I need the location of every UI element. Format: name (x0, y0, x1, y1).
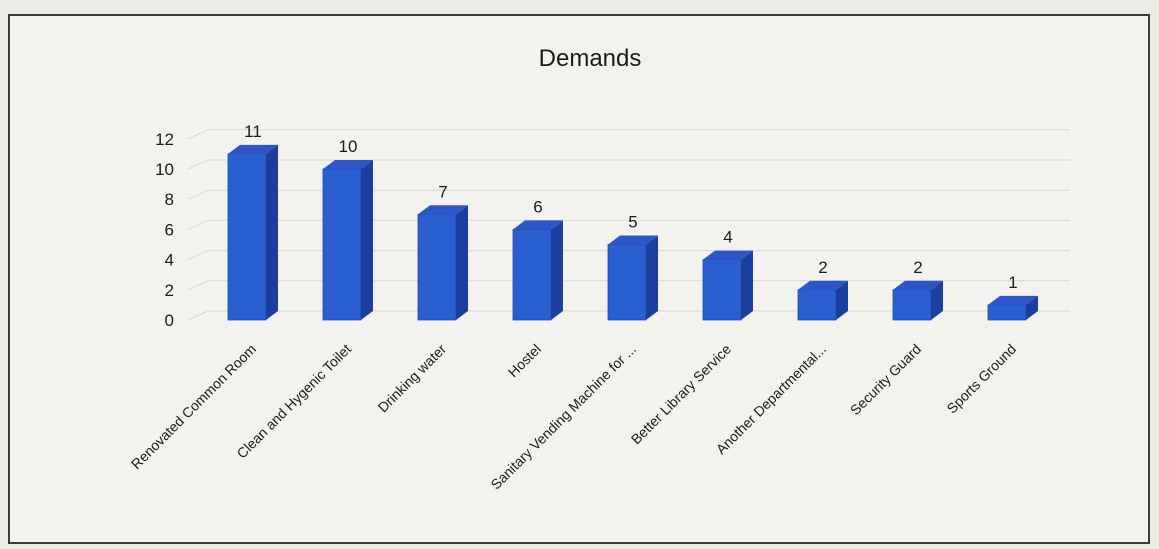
y-tick-label: 6 (165, 220, 174, 239)
data-label: 1 (1008, 273, 1017, 292)
category-label: Hostel (505, 341, 544, 380)
bar (797, 280, 848, 321)
y-tick-label: 2 (165, 281, 174, 300)
category-label: Sports Ground (943, 341, 1019, 417)
y-tick-label: 0 (165, 311, 174, 330)
data-labels: 11 10 7 6 5 4 2 2 1 (244, 122, 1018, 292)
data-label: 4 (723, 228, 732, 247)
data-label: 10 (339, 137, 358, 156)
bar (417, 205, 468, 321)
category-label: Security Guard (847, 341, 924, 418)
gridline (187, 189, 1070, 200)
data-label: 2 (913, 258, 922, 277)
y-tick-label: 12 (155, 130, 174, 149)
gridlines (187, 129, 1070, 321)
bars (227, 144, 1038, 321)
category-label: Another Departmental... (713, 341, 829, 457)
gridline (187, 159, 1070, 170)
y-tick-label: 10 (155, 160, 174, 179)
bar (892, 280, 943, 321)
chart-title: Demands (539, 45, 642, 72)
bar (987, 295, 1038, 321)
bar (227, 144, 278, 321)
y-axis-ticks: 0 2 4 6 8 10 12 (155, 130, 174, 330)
data-label: 11 (244, 122, 262, 141)
y-tick-label: 4 (165, 251, 174, 270)
category-label: Drinking water (375, 341, 450, 416)
gridline (187, 310, 1070, 321)
bar (702, 250, 753, 321)
bar (322, 160, 373, 321)
data-label: 5 (628, 213, 637, 232)
bar-chart: Demands 0 2 4 6 8 10 12 11 10 7 6 5 4 2 2 1 Renovated … (128, 45, 1070, 493)
gridline (187, 250, 1070, 261)
y-tick-label: 8 (165, 190, 174, 209)
data-label: 6 (533, 197, 542, 216)
chart-frame: Demands 0 2 4 6 8 10 12 11 10 7 6 5 4 2 2 1 Renovated … (8, 14, 1150, 544)
bar (512, 220, 563, 321)
gridline (187, 219, 1070, 230)
gridline (187, 129, 1070, 140)
data-label: 2 (818, 258, 827, 277)
bar (607, 235, 658, 321)
data-label: 7 (438, 182, 447, 201)
category-label: Better Library Service (628, 341, 735, 448)
gridline (187, 280, 1070, 291)
